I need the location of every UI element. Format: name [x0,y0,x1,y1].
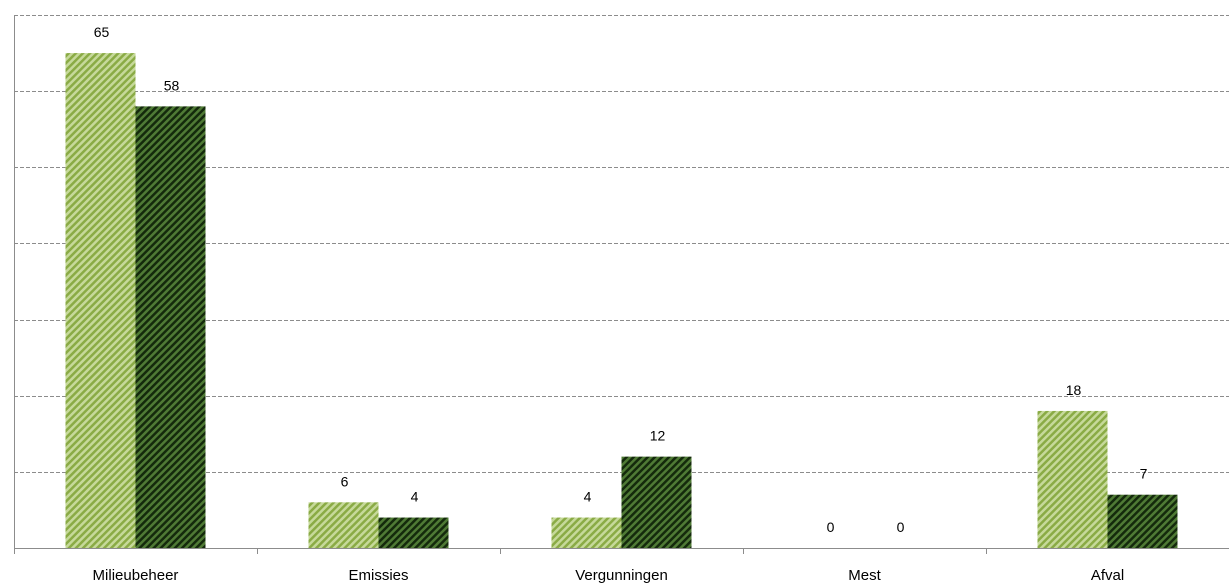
data-label: 0 [827,519,835,535]
data-label: 7 [1140,466,1148,482]
data-label: 65 [94,24,110,40]
x-tick-label: Mest [848,567,881,583]
x-tick-label: Milieubeheer [93,567,179,583]
bar-vergunningen-series-2 [621,456,692,548]
bar-milieubeheer-series-1 [65,53,136,548]
x-axis: Milieubeheer Emissies Vergunningen Mest Afva… [14,15,1229,583]
bar-emissies-series-2 [378,517,449,548]
data-label: 4 [411,489,419,505]
bars [65,53,1178,548]
data-label: 18 [1066,382,1082,398]
bar-vergunningen-series-1 [551,517,622,548]
data-label: 4 [584,489,592,505]
plot-area: Milieubeheer Emissies Vergunningen Mest Afva… [14,15,1229,583]
x-tick-label: Vergunningen [575,567,668,583]
x-tick-label: Emissies [348,567,408,583]
data-label: 6 [341,473,349,489]
data-label: 58 [164,77,180,93]
bar-afval-series-1 [1037,410,1108,548]
data-labels: 65 58 6 4 4 12 0 0 18 7 [94,24,1148,535]
bar-emissies-series-1 [308,502,379,548]
data-label: 0 [897,519,905,535]
bar-milieubeheer-series-2 [135,106,206,548]
data-label: 12 [650,428,666,444]
x-tick-label: Afval [1091,567,1124,583]
bar-afval-series-2 [1107,494,1178,548]
